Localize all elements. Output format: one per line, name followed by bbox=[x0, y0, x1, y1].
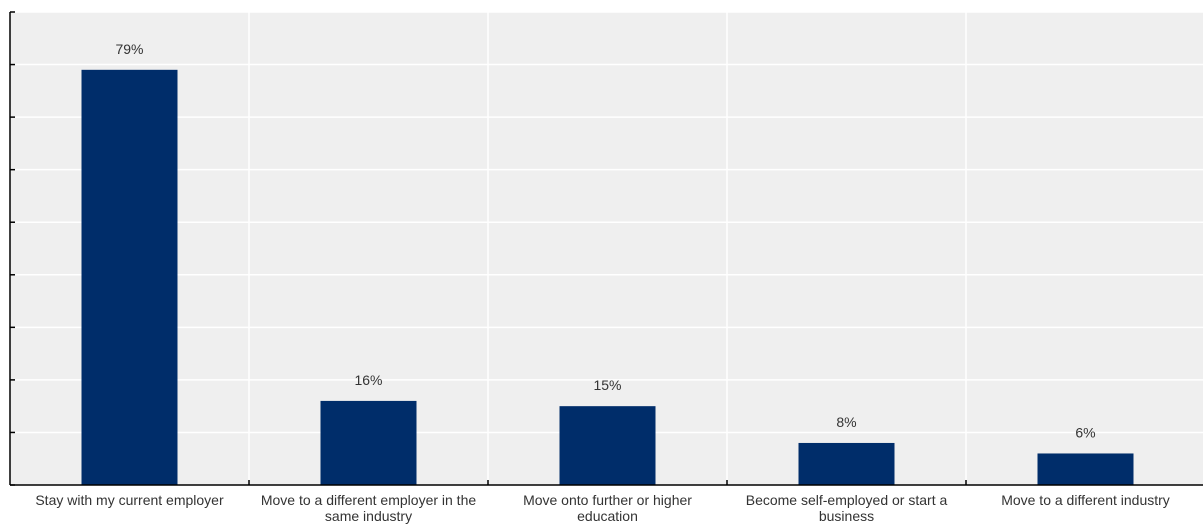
data-label: 6% bbox=[1075, 424, 1095, 440]
axes bbox=[9, 11, 1203, 486]
x-tick-label: Move to a different industry bbox=[1001, 492, 1170, 508]
x-tick-label: Become self-employed or start a business bbox=[746, 492, 948, 524]
data-label: 8% bbox=[836, 414, 856, 430]
data-label: 16% bbox=[354, 372, 382, 388]
bar bbox=[798, 442, 895, 485]
data-labels: 79% 16% 15% 8% 6% bbox=[115, 41, 1095, 441]
x-tick-label: Stay with my current employer bbox=[35, 492, 224, 508]
bar bbox=[1037, 453, 1134, 485]
bars bbox=[81, 69, 1134, 486]
bar bbox=[81, 69, 178, 486]
bar bbox=[559, 406, 656, 485]
bar bbox=[320, 400, 417, 485]
x-tick-label: Move onto further or higher education bbox=[523, 492, 692, 524]
data-label: 15% bbox=[593, 377, 621, 393]
x-tick-labels: Stay with my current employer Move to a d… bbox=[35, 492, 1169, 524]
data-label: 79% bbox=[115, 41, 143, 57]
x-tick-label: Move to a different employer in the same … bbox=[261, 492, 477, 524]
grid-lines bbox=[10, 11, 1203, 485]
